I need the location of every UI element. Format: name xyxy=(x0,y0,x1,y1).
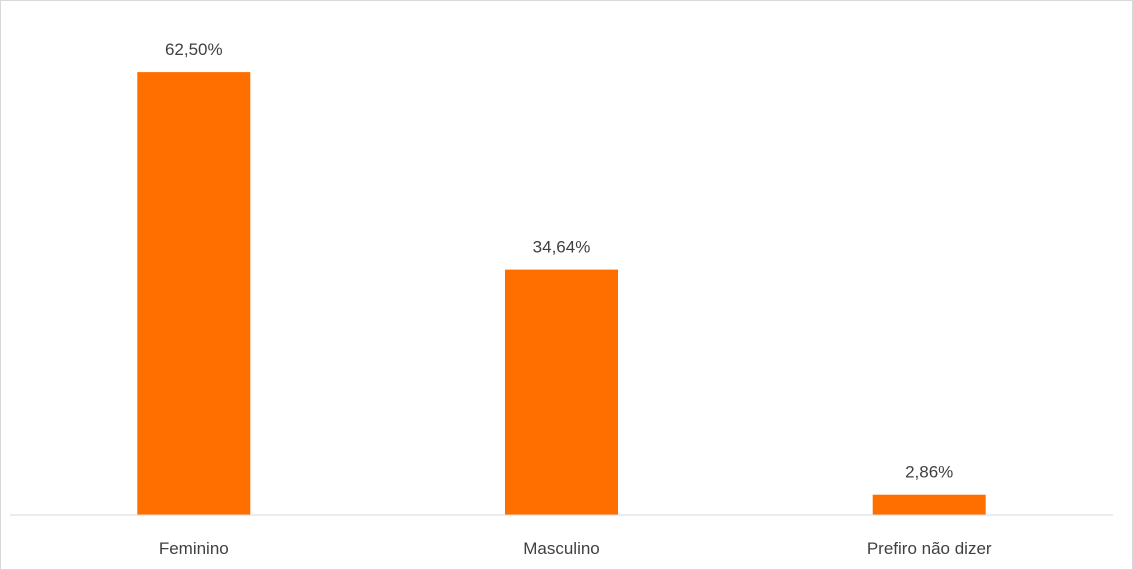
data-label-1: 34,64% xyxy=(533,238,591,257)
data-labels-layer: 62,50% 34,64% 2,86% xyxy=(165,40,953,482)
bar-0 xyxy=(137,72,251,515)
x-tick-label-2: Prefiro não dizer xyxy=(867,539,992,558)
x-tick-label-0: Feminino xyxy=(159,539,229,558)
data-label-0: 62,50% xyxy=(165,40,223,59)
bar-2 xyxy=(872,494,986,515)
x-tick-labels: Feminino Masculino Prefiro não dizer xyxy=(159,539,992,558)
bars-layer xyxy=(137,72,986,515)
x-tick-label-1: Masculino xyxy=(523,539,600,558)
data-label-2: 2,86% xyxy=(905,463,953,482)
bar-1 xyxy=(505,269,618,515)
